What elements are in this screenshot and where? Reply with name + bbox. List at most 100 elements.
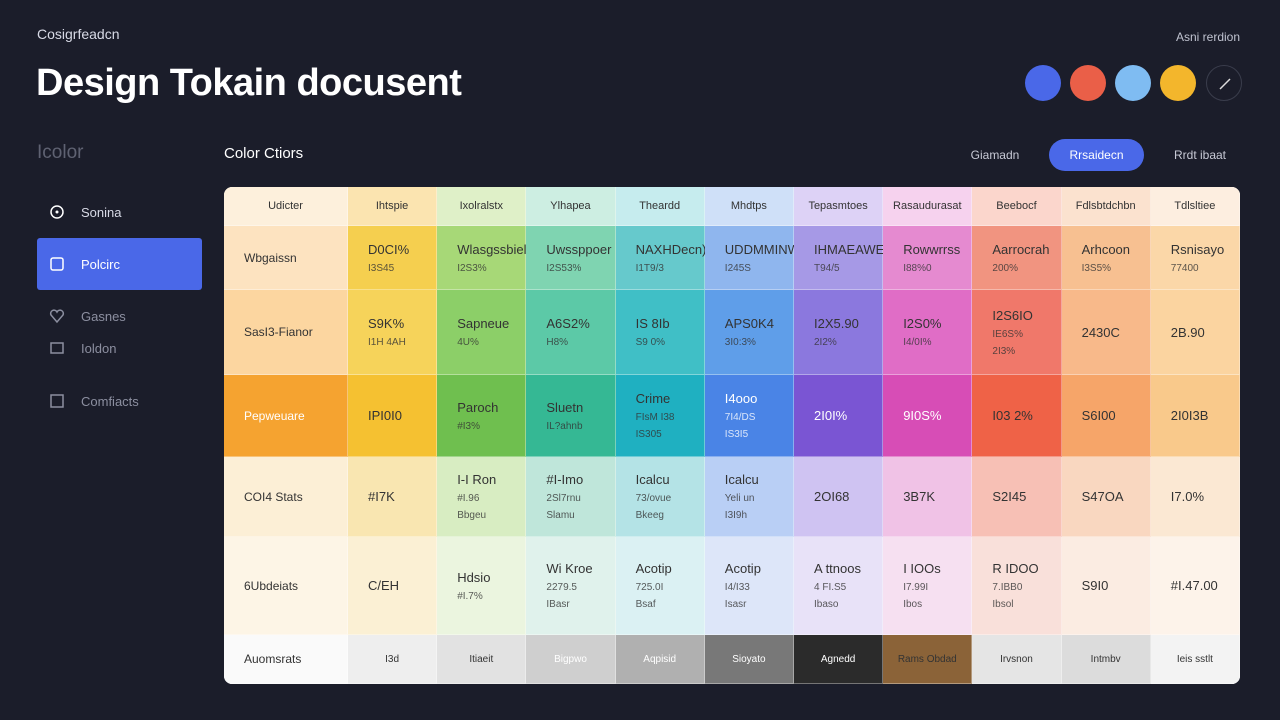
- cell-text: I3I9h: [724, 510, 748, 521]
- cell-text: #I7K: [368, 489, 395, 504]
- token-cell: I2S0% I4/0I%: [883, 290, 973, 375]
- token-cell: Itiaeit: [437, 635, 527, 684]
- cell-text: C/EH: [368, 578, 400, 593]
- swatch[interactable]: [1115, 65, 1151, 101]
- cell-text: Acotip: [635, 561, 672, 576]
- cell-text: Acotip: [724, 561, 761, 576]
- cell-text: Wlasgssbiel: [457, 241, 527, 257]
- cell-text: I4/0I%: [903, 337, 932, 348]
- token-cell: Ieis sstlt: [1150, 635, 1240, 684]
- token-cell: Rsnisayo 77400: [1150, 226, 1240, 290]
- cell-text: Agnedd: [820, 653, 856, 665]
- token-cell: Arhcoon I3S5%: [1061, 226, 1151, 290]
- cell-text: #I.96: [457, 493, 480, 504]
- header-cell: Fdlsbtdchbn: [1061, 187, 1151, 226]
- cell-text: APS0K4: [724, 316, 774, 331]
- token-cell: #I7K: [348, 457, 438, 537]
- cell-text: Uwssppoer: [546, 241, 612, 257]
- cell-text: I4ooo: [724, 391, 758, 406]
- cell-text: #I.7%: [457, 590, 483, 602]
- nav-label: Gasnes: [81, 308, 126, 324]
- token-cell: IHMAEAWEC) T94/5: [794, 226, 899, 290]
- swatch[interactable]: [1160, 65, 1196, 101]
- cell-text: A ttnoos: [814, 561, 861, 576]
- cell-text: 7.IBB0: [992, 582, 1023, 593]
- edit-button[interactable]: [1206, 65, 1242, 101]
- cell-text: T94/5: [814, 262, 840, 274]
- row-label-cell: Pepweuare: [224, 375, 348, 457]
- token-cell: #I.47.00: [1150, 537, 1240, 635]
- cell-text: S47OA: [1081, 489, 1124, 504]
- cell-text: Aarrocrah: [992, 241, 1050, 257]
- token-cell: Rowwrrss I88%0: [883, 226, 973, 290]
- cell-text: S9 0%: [635, 337, 666, 348]
- token-cell: R IDOO 7.IBB0 Ibsol: [972, 537, 1062, 635]
- token-cell: Wi Kroe 2279.5 IBasr: [526, 537, 616, 635]
- cell-text: I2S6IO: [992, 307, 1033, 323]
- cell-text: 2B.90: [1170, 324, 1205, 340]
- cell-text: NAXHDecn): [635, 241, 707, 257]
- token-cell: APS0K4 3I0:3%: [704, 290, 794, 375]
- token-cell: S47OA: [1061, 457, 1151, 537]
- cell-text: I1H 4AH: [368, 337, 406, 348]
- cell-text: IHMAEAWEC): [814, 241, 899, 257]
- token-cell: I7.0%: [1150, 457, 1240, 537]
- cell-text: S2I45: [992, 489, 1027, 504]
- cell-text: #I.47.00: [1170, 578, 1218, 593]
- nav-item[interactable]: Ioldon: [37, 322, 202, 374]
- cell-text: A6S2%: [546, 316, 590, 331]
- cell-text: Irvsnon: [1000, 653, 1033, 665]
- header-cell: Udicter: [224, 187, 348, 226]
- cell-text: Bkeeg: [635, 510, 664, 521]
- row-label-cell: 6Ubdeiats: [224, 537, 348, 635]
- token-cell: Uwssppoer I2S53%: [526, 226, 616, 290]
- nav-label: Comfiacts: [81, 393, 139, 409]
- tab[interactable]: Rrdt ibaat: [1173, 148, 1227, 162]
- nav-item[interactable]: Sonina: [37, 186, 202, 238]
- header-text: Ihtspie: [375, 200, 409, 212]
- tab[interactable]: Rrsaidecn: [1049, 139, 1144, 171]
- cell-text: IL?ahnb: [546, 420, 583, 432]
- token-cell: 2I0I3B: [1150, 375, 1240, 457]
- token-cell: S9I0: [1061, 537, 1151, 635]
- header-text: Mhdtps: [730, 200, 767, 212]
- cell-text: I3S45: [368, 262, 395, 274]
- swatch[interactable]: [1025, 65, 1061, 101]
- token-cell: Sluetn IL?ahnb: [526, 375, 616, 457]
- token-cell: Acotip I4/I33 Isasr: [704, 537, 794, 635]
- token-cell: Agnedd: [794, 635, 884, 684]
- token-cell: S9K% I1H 4AH: [348, 290, 438, 375]
- account[interactable]: Asni rerdion: [1175, 30, 1240, 44]
- cell-text: I3S5%: [1081, 262, 1112, 274]
- cell-text: 2I3%: [992, 345, 1016, 357]
- cell-text: 2OI68: [814, 489, 850, 504]
- cell-text: I7.99I: [903, 582, 929, 593]
- nav-item[interactable]: Comfiacts: [37, 375, 202, 427]
- cell-text: #I-Imo: [546, 472, 584, 487]
- tab[interactable]: Giamadn: [970, 148, 1020, 162]
- token-cell: Icalcu 73/ovue Bkeeg: [615, 457, 705, 537]
- header-text: Theardd: [639, 200, 681, 212]
- token-cell: Crime FIsM I38 IS305: [615, 375, 705, 457]
- cell-text: IPI0I0: [368, 408, 402, 423]
- token-cell: I-I Ron #I.96 Bbgeu: [437, 457, 527, 537]
- token-cell: Icalcu Yeli un I3I9h: [704, 457, 794, 537]
- cell-text: 4U%: [457, 337, 479, 348]
- cell-text: 3I0:3%: [724, 337, 756, 348]
- cell-text: I88%0: [903, 262, 932, 274]
- cell-text: I7.0%: [1170, 489, 1205, 504]
- token-cell: 2OI68: [794, 457, 884, 537]
- cell-text: Rsnisayo: [1170, 241, 1225, 257]
- cell-text: Icalcu: [724, 472, 759, 487]
- nav-item[interactable]: Polcirc: [37, 238, 202, 290]
- cell-text: Ibaso: [814, 599, 839, 610]
- nav-item[interactable]: Gasnes: [37, 290, 202, 342]
- token-cell: C/EH: [348, 537, 438, 635]
- cell-text: I2X5.90: [814, 316, 859, 331]
- swatch[interactable]: [1070, 65, 1106, 101]
- cell-text: I03 2%: [992, 408, 1033, 423]
- token-cell: 2430C: [1061, 290, 1151, 375]
- cell-text: Slamu: [546, 510, 575, 521]
- cell-text: 2I2%: [814, 337, 837, 348]
- token-cell: I2S6IO IE6S% 2I3%: [972, 290, 1062, 375]
